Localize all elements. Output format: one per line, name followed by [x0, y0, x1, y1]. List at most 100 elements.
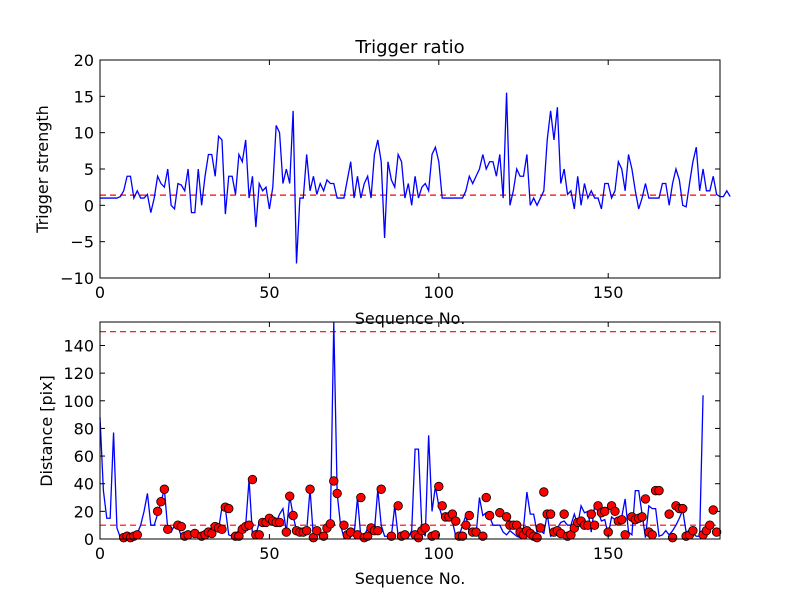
y-tick-label: 80: [74, 419, 94, 438]
data-marker: [589, 520, 600, 530]
y-tick-label: 40: [74, 475, 94, 494]
data-marker: [224, 503, 234, 514]
data-marker: [356, 492, 366, 503]
data-marker: [156, 496, 166, 507]
data-marker: [600, 506, 610, 517]
data-marker: [288, 510, 298, 521]
x-tick-label: 150: [593, 544, 624, 563]
data-marker: [301, 526, 312, 536]
data-marker: [339, 520, 349, 530]
y-tick-label: 60: [74, 447, 94, 466]
top-plot-frame: [99, 59, 721, 279]
data-marker: [637, 512, 647, 522]
distance-chart: Sequence No. Distance [pix] 0 50 100 150 0 20…: [37, 321, 722, 588]
x-tick-label: 50: [259, 544, 279, 563]
y-tick-label: 0: [84, 196, 94, 215]
data-marker: [545, 509, 556, 519]
data-marker: [586, 509, 596, 519]
y-tick-label: 120: [63, 364, 94, 383]
x-tick-label: 50: [259, 283, 279, 302]
data-marker: [281, 527, 292, 537]
data-marker: [457, 531, 468, 541]
top-plot-area: 0 50 100 150 −10 −5 0 5 10 15 20: [60, 51, 731, 302]
data-marker: [376, 484, 386, 494]
data-marker: [420, 523, 430, 533]
y-tick-label: 100: [63, 392, 94, 411]
data-marker: [217, 524, 227, 535]
data-marker: [461, 520, 471, 530]
data-marker: [711, 527, 722, 537]
data-marker: [667, 532, 678, 543]
y-tick-label: 140: [63, 336, 94, 355]
data-marker: [610, 506, 620, 517]
y-tick-label: 20: [74, 502, 94, 521]
data-marker: [471, 527, 481, 537]
data-marker: [163, 524, 173, 535]
data-marker: [620, 530, 630, 540]
data-marker: [176, 521, 187, 532]
bottom-plot-area: 0 50 100 150 0 20 40 60 80 100 120 140: [63, 321, 722, 563]
data-marker: [400, 530, 410, 540]
data-marker: [708, 505, 718, 515]
data-marker: [617, 514, 627, 525]
y-tick-label: 15: [74, 87, 94, 106]
data-marker: [705, 520, 715, 530]
x-tick-label: 150: [593, 283, 624, 302]
y-tick-label: −5: [70, 233, 94, 252]
x-tick-label: 0: [95, 283, 105, 302]
data-marker: [362, 531, 373, 541]
top-chart-title: Trigger ratio: [354, 37, 464, 58]
data-marker: [247, 474, 258, 485]
data-marker: [305, 484, 315, 494]
data-marker: [254, 530, 264, 540]
data-marker: [647, 530, 657, 540]
data-marker: [152, 506, 163, 517]
bottom-plot-frame: [99, 321, 721, 540]
data-marker: [393, 501, 403, 511]
data-marker: [664, 509, 674, 519]
data-marker: [132, 530, 142, 540]
y-tick-label: 0: [84, 530, 94, 549]
x-tick-label: 100: [424, 544, 455, 563]
data-marker: [678, 503, 688, 514]
y-tick-label: −10: [60, 269, 94, 288]
data-marker: [654, 485, 664, 496]
data-marker: [640, 494, 651, 504]
data-marker: [329, 476, 339, 486]
data-marker: [318, 531, 329, 541]
data-marker: [464, 510, 474, 521]
data-marker: [325, 519, 336, 529]
data-marker: [539, 487, 549, 497]
y-tick-label: 20: [74, 51, 94, 70]
data-marker: [495, 508, 505, 518]
data-marker: [285, 491, 295, 501]
y-tick-label: 5: [84, 160, 94, 179]
data-marker: [501, 512, 512, 522]
data-marker: [386, 531, 397, 541]
data-marker: [159, 484, 170, 494]
y-tick-label: 10: [74, 124, 94, 143]
data-marker: [451, 516, 461, 526]
data-marker: [312, 526, 322, 536]
data-marker: [478, 531, 488, 541]
data-marker: [332, 488, 342, 499]
bottom-chart-xlabel: Sequence No.: [355, 569, 466, 588]
data-marker: [532, 532, 542, 543]
data-marker: [434, 481, 444, 492]
data-marker: [688, 526, 698, 536]
data-marker: [437, 501, 447, 511]
top-chart-ylabel: Trigger strength: [33, 105, 52, 234]
data-marker: [484, 510, 495, 521]
x-tick-label: 0: [95, 544, 105, 563]
bottom-chart-ylabel: Distance [pix]: [37, 375, 56, 487]
data-marker: [274, 517, 285, 528]
data-marker: [559, 509, 569, 519]
data-marker: [244, 520, 254, 530]
x-tick-label: 100: [424, 283, 455, 302]
data-marker: [373, 526, 383, 536]
data-marker: [535, 523, 546, 533]
data-series-line: [100, 92, 731, 264]
trigger-ratio-chart: Trigger ratio Sequence No. Trigger stren…: [33, 37, 731, 328]
